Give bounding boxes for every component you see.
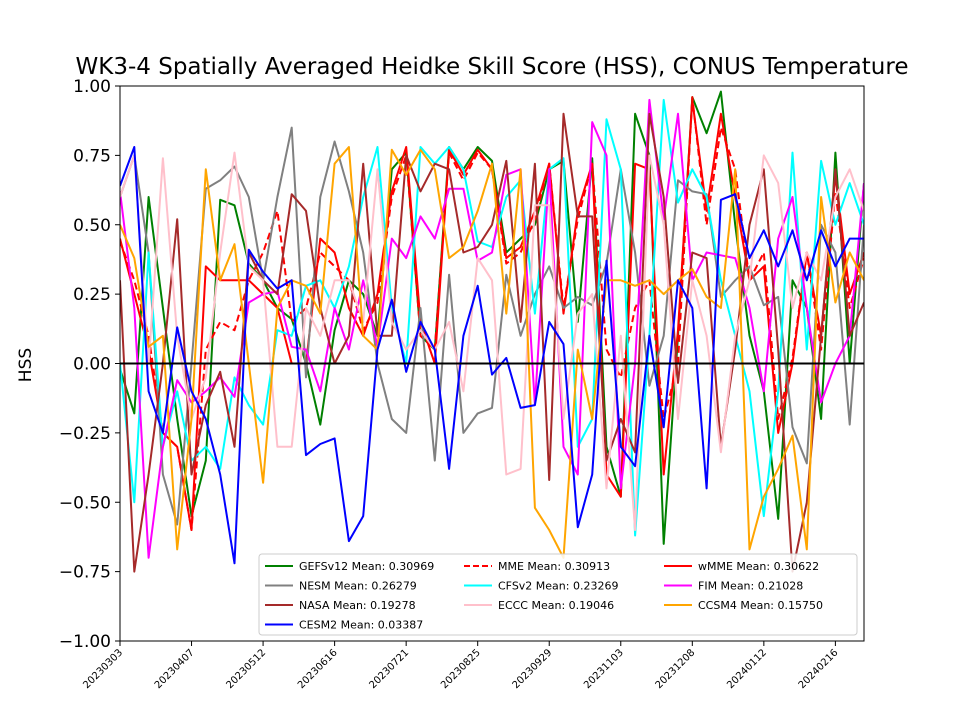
series-line-0 [120,90,864,545]
legend-label: NASA Mean: 0.19278 [299,599,416,612]
y-tick-label: −0.25 [59,424,111,444]
series-line-6 [120,112,864,573]
legend-label: GEFSv12 Mean: 0.30969 [299,560,434,573]
legend-label: MME Mean: 0.30913 [498,560,610,573]
chart-title: WK3-4 Spatially Averaged Heidke Skill Sc… [76,54,909,80]
y-tick-label: 0.00 [73,355,111,375]
legend-label: FIM Mean: 0.21028 [698,580,803,593]
plot-area [119,85,865,642]
y-tick-label: −1.00 [59,632,111,652]
x-tick-label: 20231208 [654,647,698,691]
x-tick-label: 20230825 [439,647,483,691]
series-line-1 [120,96,864,531]
legend-label: NESM Mean: 0.26279 [299,580,417,593]
y-tick-label: 0.50 [73,216,111,236]
series-line-7 [120,151,864,531]
y-tick-label: 1.00 [73,77,111,97]
x-tick-label: 20240112 [725,647,769,691]
series-line-9 [120,146,864,565]
x-axis: 20230303 20230407 20230512 20230616 20230721… [81,641,841,691]
series-group [120,90,864,573]
y-axis-label: HSS [16,348,36,382]
y-tick-label: 0.75 [73,146,111,166]
y-tick-label: 0.25 [73,285,111,305]
y-tick-label: −0.50 [59,493,111,513]
legend-label: CCSM4 Mean: 0.15750 [698,599,823,612]
legend-label: ECCC Mean: 0.19046 [498,599,614,612]
series-line-8 [120,146,864,559]
legend-label: CESM2 Mean: 0.03387 [299,619,423,632]
x-tick-label: 20230616 [296,647,340,691]
x-tick-label: 20240216 [797,647,841,691]
x-tick-label: 20231103 [582,647,626,691]
x-tick-label: 20230512 [224,647,268,691]
x-tick-label: 20230407 [153,647,197,691]
legend-label: wMME Mean: 0.30622 [698,560,819,573]
legend-box [258,553,858,636]
x-tick-label: 20230929 [511,647,555,691]
x-tick-label: 20230303 [81,647,125,691]
y-axis: 1.00 0.75 0.50 0.25 0.00 −0.25 −0.50 −0.75 −1.00 [59,77,120,652]
legend-label: CFSv2 Mean: 0.23269 [498,580,618,593]
y-tick-label: −0.75 [59,563,111,583]
x-tick-label: 20230721 [368,647,412,691]
legend: GEFSv12 Mean: 0.30969 MME Mean: 0.30913 wM… [258,553,858,636]
